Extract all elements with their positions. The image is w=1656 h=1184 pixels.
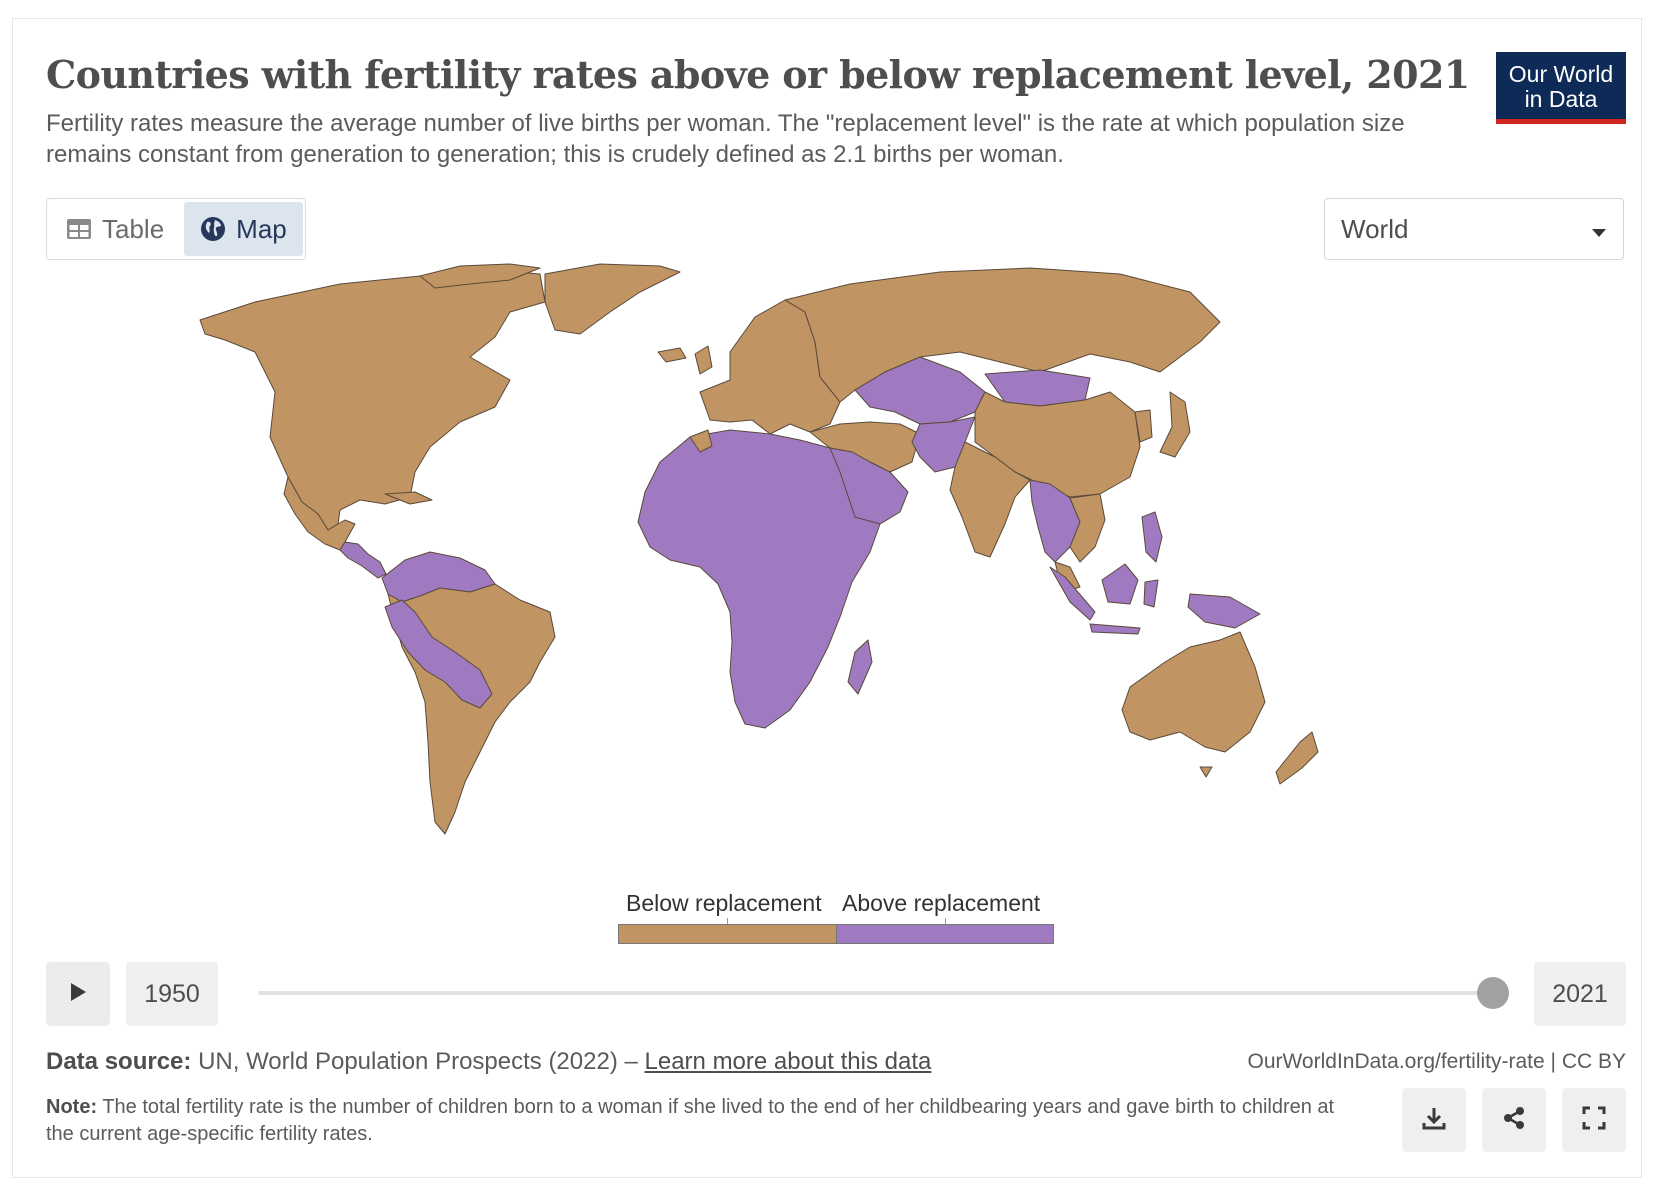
note-label: Note: <box>46 1096 98 1118</box>
source-url[interactable]: OurWorldInData.org/fertility-rate | CC B… <box>1247 1050 1626 1073</box>
region-select-value: World <box>1341 213 1409 244</box>
legend-swatch-below <box>618 924 837 944</box>
region-borneo <box>1101 563 1139 605</box>
tab-map[interactable]: Map <box>184 202 303 256</box>
globe-icon <box>200 216 226 242</box>
region-uk <box>694 345 713 375</box>
download-button[interactable] <box>1402 1088 1466 1152</box>
region-greenland <box>544 263 681 335</box>
region-north-america <box>199 269 546 531</box>
region-mexico <box>283 476 356 551</box>
play-button[interactable] <box>46 962 110 1026</box>
chart-title: Countries with fertility rates above or … <box>46 52 1470 97</box>
region-sumatra <box>1049 566 1096 621</box>
region-southeast-asia-above <box>1029 479 1081 563</box>
legend-tick-above <box>945 918 946 925</box>
caret-down-icon <box>1591 214 1607 245</box>
fullscreen-icon <box>1582 1106 1606 1135</box>
region-india <box>949 441 1031 558</box>
data-source: Data source: UN, World Population Prospe… <box>46 1048 931 1076</box>
legend-tick-below <box>727 918 728 925</box>
region-central-america <box>339 541 387 579</box>
legend-label-above: Above replacement <box>842 890 1041 916</box>
logo-line-1: Our World <box>1508 61 1614 87</box>
logo-line-2: in Data <box>1524 86 1598 112</box>
download-icon <box>1421 1105 1447 1136</box>
region-philippines <box>1141 511 1163 563</box>
region-papua <box>1187 593 1261 629</box>
play-icon <box>69 982 87 1007</box>
region-select[interactable]: World <box>1324 198 1624 260</box>
region-africa <box>637 429 881 729</box>
share-icon <box>1501 1105 1527 1136</box>
chart-subtitle: Fertility rates measure the average numb… <box>46 110 1405 168</box>
region-iceland <box>657 347 687 363</box>
tab-table[interactable]: Table <box>50 202 180 256</box>
region-caribbean <box>384 491 433 505</box>
region-maghreb <box>689 429 713 453</box>
note-text: The total fertility rate is the number o… <box>46 1096 1335 1145</box>
data-source-text: UN, World Population Prospects (2022) – <box>198 1048 638 1075</box>
region-thailand-vietnam <box>1069 493 1106 563</box>
timeline-track[interactable] <box>258 991 1494 995</box>
tab-table-label: Table <box>102 213 165 244</box>
timeline-start-year[interactable]: 1950 <box>126 962 218 1026</box>
legend-swatch-above <box>836 924 1054 944</box>
tab-map-label: Map <box>236 213 287 244</box>
timeline-end-year[interactable]: 2021 <box>1534 962 1626 1026</box>
region-japan <box>1159 391 1191 458</box>
data-source-label: Data source: <box>46 1048 192 1075</box>
learn-more-link[interactable]: Learn more about this data <box>644 1048 932 1075</box>
share-button[interactable] <box>1482 1088 1546 1152</box>
region-java <box>1089 623 1141 635</box>
region-russia <box>784 267 1221 403</box>
chart-frame <box>12 18 1642 1178</box>
legend-label-below: Below replacement <box>626 890 822 916</box>
region-sulawesi <box>1143 579 1159 608</box>
region-new-zealand <box>1275 731 1319 785</box>
fullscreen-button[interactable] <box>1562 1088 1626 1152</box>
region-australia <box>1121 631 1266 753</box>
world-map <box>199 263 1319 835</box>
chart-note: Note: The total fertility rate is the nu… <box>46 1094 1366 1148</box>
owid-logo[interactable]: Our World in Data <box>1496 52 1626 124</box>
region-madagascar <box>847 639 873 695</box>
table-icon <box>66 218 92 240</box>
view-tabs: Table Map <box>46 198 306 260</box>
timeline-handle[interactable] <box>1477 977 1509 1009</box>
region-tasmania <box>1199 766 1213 778</box>
region-korea <box>1134 409 1153 443</box>
region-andes-above <box>384 599 493 709</box>
region-arctic-islands <box>419 263 541 289</box>
